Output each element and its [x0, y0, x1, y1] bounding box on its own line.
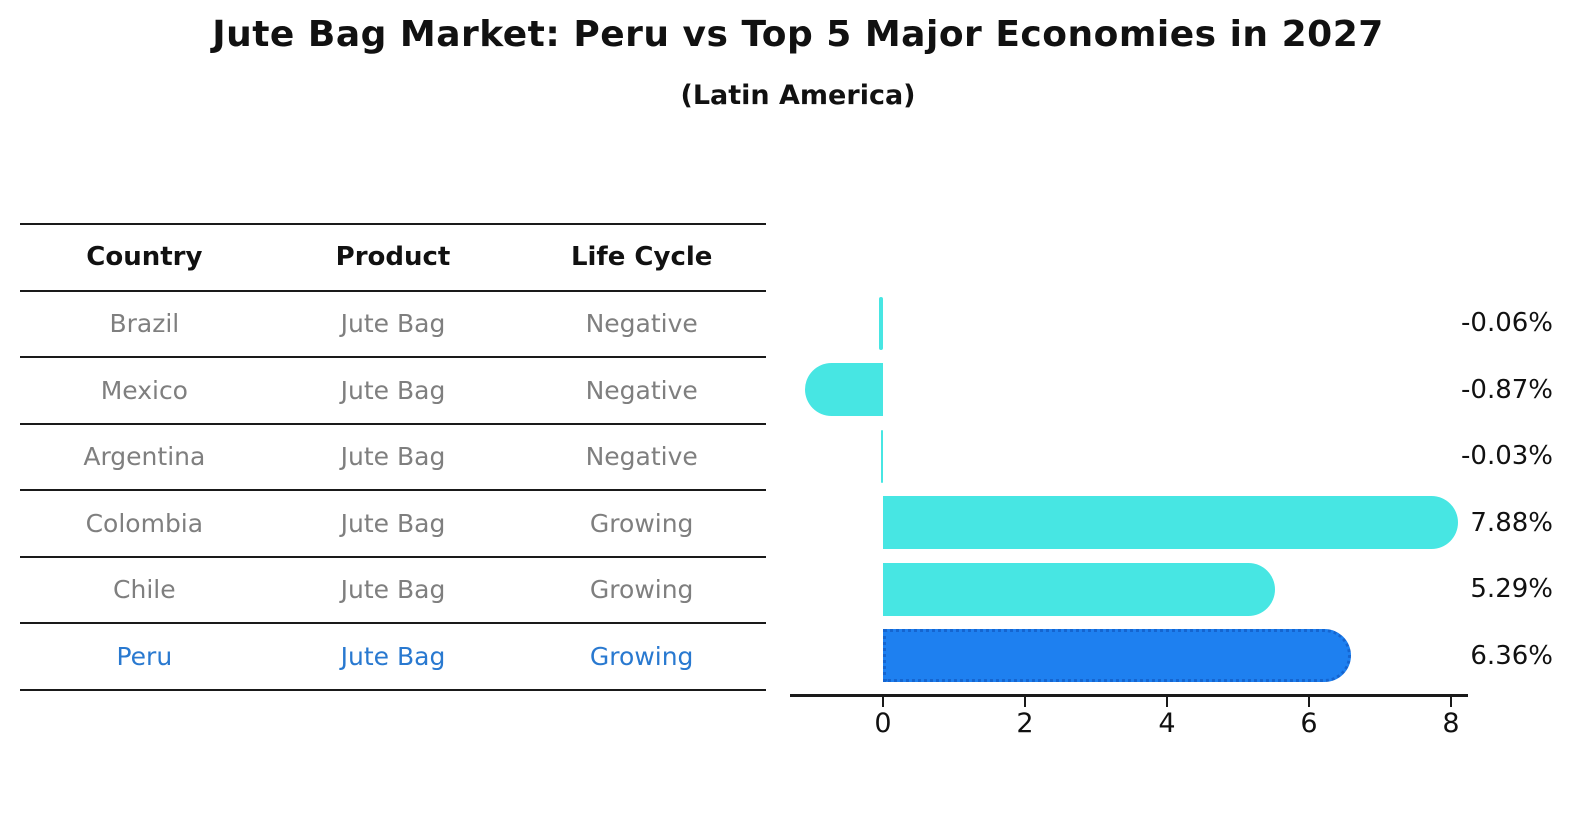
x-axis-tick: [881, 696, 885, 707]
bar-value-label-mexico: -0.87%: [1461, 374, 1553, 405]
table-header-row: Country Product Life Cycle: [20, 225, 766, 292]
bar-mexico: [805, 363, 883, 416]
bar-argentina: [880, 429, 883, 483]
cell-product: Jute Bag: [340, 575, 446, 605]
x-axis-tick: [1023, 696, 1027, 707]
chart-subtitle: (Latin America): [680, 80, 916, 111]
bar-value-label-brazil: -0.06%: [1461, 308, 1553, 338]
bar-chile: [883, 562, 1275, 616]
cell-country: Colombia: [85, 508, 204, 538]
x-axis-tick-label: 0: [874, 708, 892, 739]
x-axis-tick-label: 6: [1300, 708, 1318, 739]
bar-brazil: [878, 296, 883, 350]
cell-lifecycle: Negative: [585, 309, 698, 339]
cell-lifecycle: Negative: [585, 375, 698, 405]
x-axis-tick: [1449, 696, 1453, 707]
bar-value-label-argentina: -0.03%: [1461, 441, 1553, 471]
country-table: Country Product Life Cycle Brazil Jute Ba…: [20, 223, 766, 691]
cell-country: Argentina: [83, 442, 206, 472]
table-body: Brazil Jute Bag Negative Mexico Jute Bag Nega…: [20, 292, 766, 691]
cell-lifecycle: Growing: [589, 575, 694, 605]
table-row-chile: Chile Jute Bag Growing: [20, 558, 766, 624]
x-axis-tick-label: 8: [1442, 708, 1460, 739]
bar-value-label-peru: 6.36%: [1470, 640, 1553, 671]
column-header-lifecycle: Life Cycle: [570, 242, 713, 273]
column-header-product: Product: [335, 242, 451, 273]
cell-country: Peru: [116, 641, 173, 671]
cell-country: Chile: [113, 575, 176, 605]
table-row-argentina: Argentina Jute Bag Negative: [20, 425, 766, 491]
x-axis-tick: [1165, 696, 1169, 707]
table-row-peru: Peru Jute Bag Growing: [20, 624, 766, 691]
cell-lifecycle: Growing: [589, 641, 694, 671]
x-axis-tick-label: 2: [1016, 708, 1034, 739]
bar-value-label-colombia: 7.88%: [1470, 507, 1553, 538]
cell-product: Jute Bag: [340, 375, 446, 405]
cell-product: Jute Bag: [340, 309, 446, 339]
bar-colombia: [883, 496, 1459, 549]
cell-product: Jute Bag: [340, 641, 446, 671]
cell-product: Jute Bag: [340, 508, 446, 538]
chart-title: Jute Bag Market: Peru vs Top 5 Major Eco…: [212, 14, 1384, 55]
cell-lifecycle: Growing: [589, 508, 694, 538]
x-axis-tick: [1307, 696, 1311, 707]
cell-country: Brazil: [109, 309, 180, 339]
cell-product: Jute Bag: [340, 442, 446, 472]
table-row-brazil: Brazil Jute Bag Negative: [20, 292, 766, 358]
table-row-colombia: Colombia Jute Bag Growing: [20, 491, 766, 558]
table-row-mexico: Mexico Jute Bag Negative: [20, 358, 766, 425]
bar-value-label-chile: 5.29%: [1470, 574, 1553, 604]
x-axis-tick-label: 4: [1158, 708, 1176, 739]
cell-country: Mexico: [100, 375, 188, 405]
column-header-country: Country: [86, 242, 203, 273]
bar-peru: [883, 629, 1351, 682]
x-axis-line: [790, 694, 1468, 697]
cell-lifecycle: Negative: [585, 442, 698, 472]
